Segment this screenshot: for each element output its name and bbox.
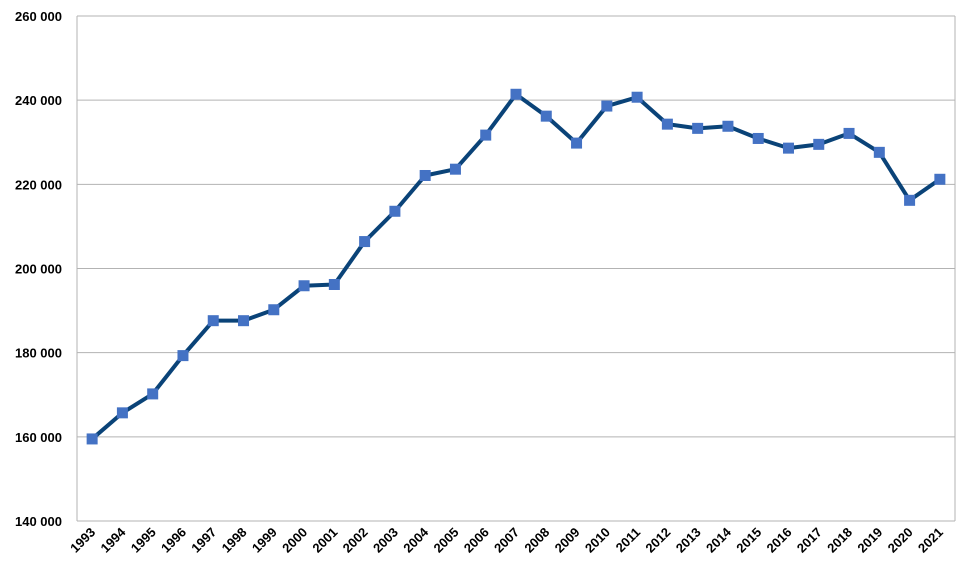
x-tick-label: 1997: [188, 525, 219, 556]
marker: [631, 91, 643, 103]
marker: [147, 388, 159, 400]
x-tick-label: 1996: [158, 525, 189, 556]
marker: [298, 280, 310, 292]
x-tick-label: 2018: [824, 525, 855, 556]
x-tick-label: 1994: [97, 524, 129, 556]
marker: [389, 205, 401, 217]
y-tick-label: 200 000: [15, 262, 62, 277]
x-tick-label: 2015: [733, 525, 764, 556]
marker: [540, 110, 552, 122]
x-tick-label: 2005: [431, 525, 462, 556]
x-tick-label: 2021: [915, 525, 946, 556]
x-tick-label: 2013: [673, 525, 704, 556]
x-tick-label: 1998: [219, 525, 250, 556]
x-tick-label: 2008: [521, 525, 552, 556]
x-tick-label: 2012: [642, 525, 673, 556]
marker: [601, 100, 613, 112]
series-line: [90, 92, 942, 441]
x-tick-label: 2000: [279, 525, 310, 556]
marker: [328, 278, 340, 290]
x-tick-label: 2010: [582, 525, 613, 556]
marker: [116, 407, 128, 419]
x-tick-label: 2006: [461, 525, 492, 556]
marker: [571, 137, 583, 149]
x-tick-label: 2016: [764, 525, 795, 556]
y-tick-label: 140 000: [15, 514, 62, 529]
marker: [934, 173, 946, 185]
x-tick-label: 2009: [552, 525, 583, 556]
x-tick-label: 2007: [491, 525, 522, 556]
y-tick-label: 260 000: [15, 9, 62, 24]
y-tick-label: 220 000: [15, 177, 62, 192]
y-tick-label: 180 000: [15, 346, 62, 361]
marker: [359, 236, 371, 248]
marker: [177, 350, 189, 362]
marker: [480, 129, 492, 141]
x-tick-label: 1993: [67, 525, 98, 556]
x-tick-label: 2020: [885, 525, 916, 556]
marker: [419, 169, 431, 181]
x-tick-label: 2017: [794, 525, 825, 556]
marker: [843, 127, 855, 139]
x-tick-label: 2014: [703, 524, 735, 556]
x-tick-label: 2002: [340, 525, 371, 556]
marker: [752, 132, 764, 144]
x-tick-label: 1999: [249, 525, 280, 556]
marker: [268, 304, 280, 316]
marker: [782, 142, 794, 154]
marker: [238, 315, 250, 327]
marker: [510, 88, 522, 100]
x-tick-label: 2004: [400, 524, 432, 556]
marker: [722, 120, 734, 132]
marker: [661, 118, 673, 130]
x-tick-label: 2019: [854, 525, 885, 556]
x-tick-label: 2001: [309, 525, 340, 556]
y-tick-label: 160 000: [15, 430, 62, 445]
x-tick-label: 2003: [370, 525, 401, 556]
marker: [207, 315, 219, 327]
marker: [813, 138, 825, 150]
marker: [692, 122, 704, 134]
y-tick-label: 240 000: [15, 93, 62, 108]
marker: [904, 194, 916, 206]
marker: [873, 146, 885, 158]
marker: [449, 163, 461, 175]
x-tick-label: 2011: [613, 525, 644, 556]
x-tick-label: 1995: [128, 525, 159, 556]
marker: [86, 433, 98, 445]
